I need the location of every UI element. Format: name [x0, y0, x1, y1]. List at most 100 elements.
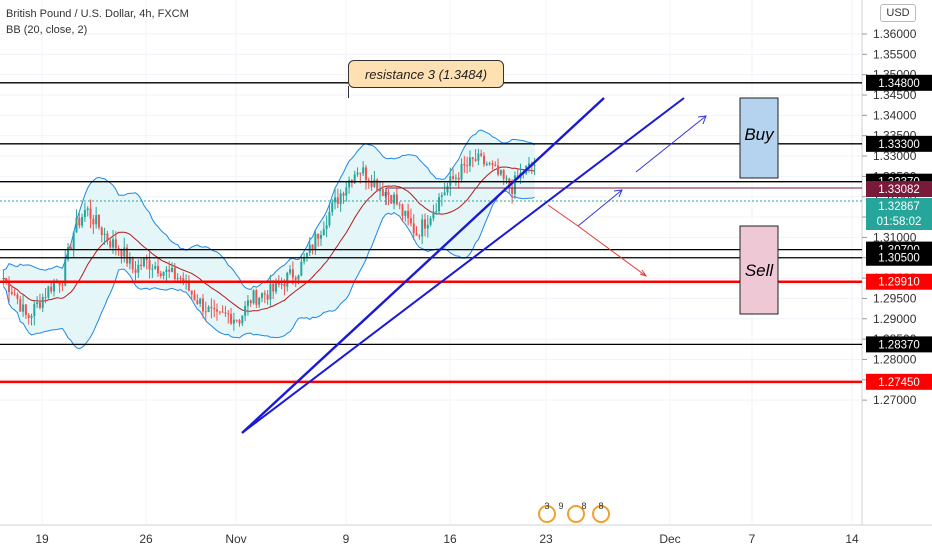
sell-zone[interactable]: [739, 225, 779, 315]
trendline-shallow[interactable]: [241, 97, 685, 434]
candle-body: [255, 290, 258, 305]
candle-body: [142, 258, 145, 267]
level-badge-label: 1.27450: [878, 377, 920, 389]
bearish-projection-arrows: [547, 204, 648, 277]
candle-body: [241, 315, 244, 324]
candle-body: [342, 193, 345, 196]
candle-body: [404, 210, 407, 216]
candle-body: [2, 278, 5, 280]
bullish-projection-arrows: [577, 115, 707, 227]
candle-body: [502, 170, 505, 179]
candle-body: [511, 187, 514, 194]
level-badge-label: 1.33300: [878, 139, 920, 151]
candle-body: [379, 188, 382, 192]
economic-event-icons[interactable]: 3 9 8 8: [538, 501, 610, 523]
currency-button[interactable]: USD: [880, 4, 916, 22]
buy-zone[interactable]: [739, 97, 779, 179]
candle-body: [294, 277, 297, 280]
trendline-steep[interactable]: [241, 97, 605, 434]
candle-body: [154, 266, 157, 269]
candle-body: [283, 283, 286, 287]
candle-body: [258, 297, 261, 305]
candle-body: [19, 298, 22, 312]
candle-body: [156, 266, 159, 274]
candle-body: [443, 192, 446, 196]
candle-body: [438, 197, 441, 212]
candle-body: [356, 172, 359, 175]
candle-body: [303, 257, 306, 262]
level-badge-label: 1.30500: [878, 253, 920, 265]
sell-zone-label: Sell: [745, 261, 775, 280]
candle-body: [207, 306, 210, 313]
time-axis: 19 26 Nov 9 16 23 Dec 7 14: [35, 532, 859, 546]
event-flag-icon[interactable]: [567, 505, 585, 523]
candle-body: [10, 292, 13, 294]
candle-body: [364, 167, 367, 180]
candle-body: [126, 247, 129, 264]
candle-body: [81, 217, 84, 226]
candle-body: [103, 233, 106, 235]
candle-body: [16, 294, 19, 299]
candle-body: [204, 311, 207, 313]
candle-body: [213, 308, 216, 310]
candle-body: [311, 244, 314, 250]
candle-body: [244, 306, 247, 316]
candle-body: [238, 320, 241, 324]
candle-body: [171, 267, 174, 272]
time-tick-label: Nov: [225, 532, 246, 546]
candle-body: [109, 241, 112, 248]
candle-body: [513, 175, 516, 194]
candle-body: [328, 212, 331, 226]
candle-body: [440, 195, 443, 198]
candle-body: [83, 210, 86, 218]
candle-body: [527, 163, 530, 166]
time-tick-label: 9: [343, 532, 350, 546]
indicator-title: BB (20, close, 2): [6, 24, 88, 36]
price-tick-label: 1.27000: [873, 393, 917, 407]
candle-body: [61, 285, 64, 287]
candle-body: [314, 233, 317, 250]
candle-body: [275, 283, 278, 292]
level-badge: [866, 135, 932, 152]
candle-body: [429, 218, 432, 225]
candle-body: [24, 304, 27, 315]
candle-body: [485, 164, 488, 166]
price-tick-label: 1.29500: [873, 291, 917, 305]
candle-body: [421, 219, 424, 237]
event-flag-icon[interactable]: [592, 505, 610, 523]
svg-text:1.32867: 1.32867: [878, 201, 920, 213]
candle-body: [50, 286, 53, 292]
svg-text:8: 8: [598, 501, 603, 511]
candle-body: [325, 225, 328, 230]
candle-body: [227, 313, 230, 315]
time-tick-label: Dec: [659, 532, 680, 546]
resistance-annotation[interactable]: resistance 3 (1.3484): [348, 60, 504, 88]
candle-body: [272, 283, 275, 292]
candle-body: [145, 258, 148, 260]
price-tick-label: 1.34500: [873, 88, 917, 102]
candle-body: [216, 309, 219, 312]
candle-body: [27, 314, 30, 318]
candle-body: [30, 316, 33, 318]
candle-body: [353, 174, 356, 184]
candle-body: [432, 211, 435, 219]
symbol-title: British Pound / U.S. Dollar, 4h, FXCM: [6, 8, 189, 20]
candle-body: [277, 283, 280, 285]
candle-body: [36, 302, 39, 305]
time-tick-label: 19: [35, 532, 49, 546]
candle-body: [64, 259, 67, 286]
candle-body: [468, 157, 471, 166]
candle-body: [345, 187, 348, 196]
svg-text:1.33082: 1.33082: [878, 184, 920, 196]
candle-body: [38, 302, 41, 308]
event-flag-icon[interactable]: [538, 505, 556, 523]
candle-body: [78, 217, 81, 226]
candle-body: [266, 294, 269, 300]
candle-body: [370, 181, 373, 187]
candle-body: [398, 204, 401, 206]
current-price-badge: 1.32867 01:58:02: [866, 198, 932, 230]
candle-body: [201, 298, 204, 312]
candle-body: [5, 278, 8, 281]
candle-body: [505, 178, 508, 180]
